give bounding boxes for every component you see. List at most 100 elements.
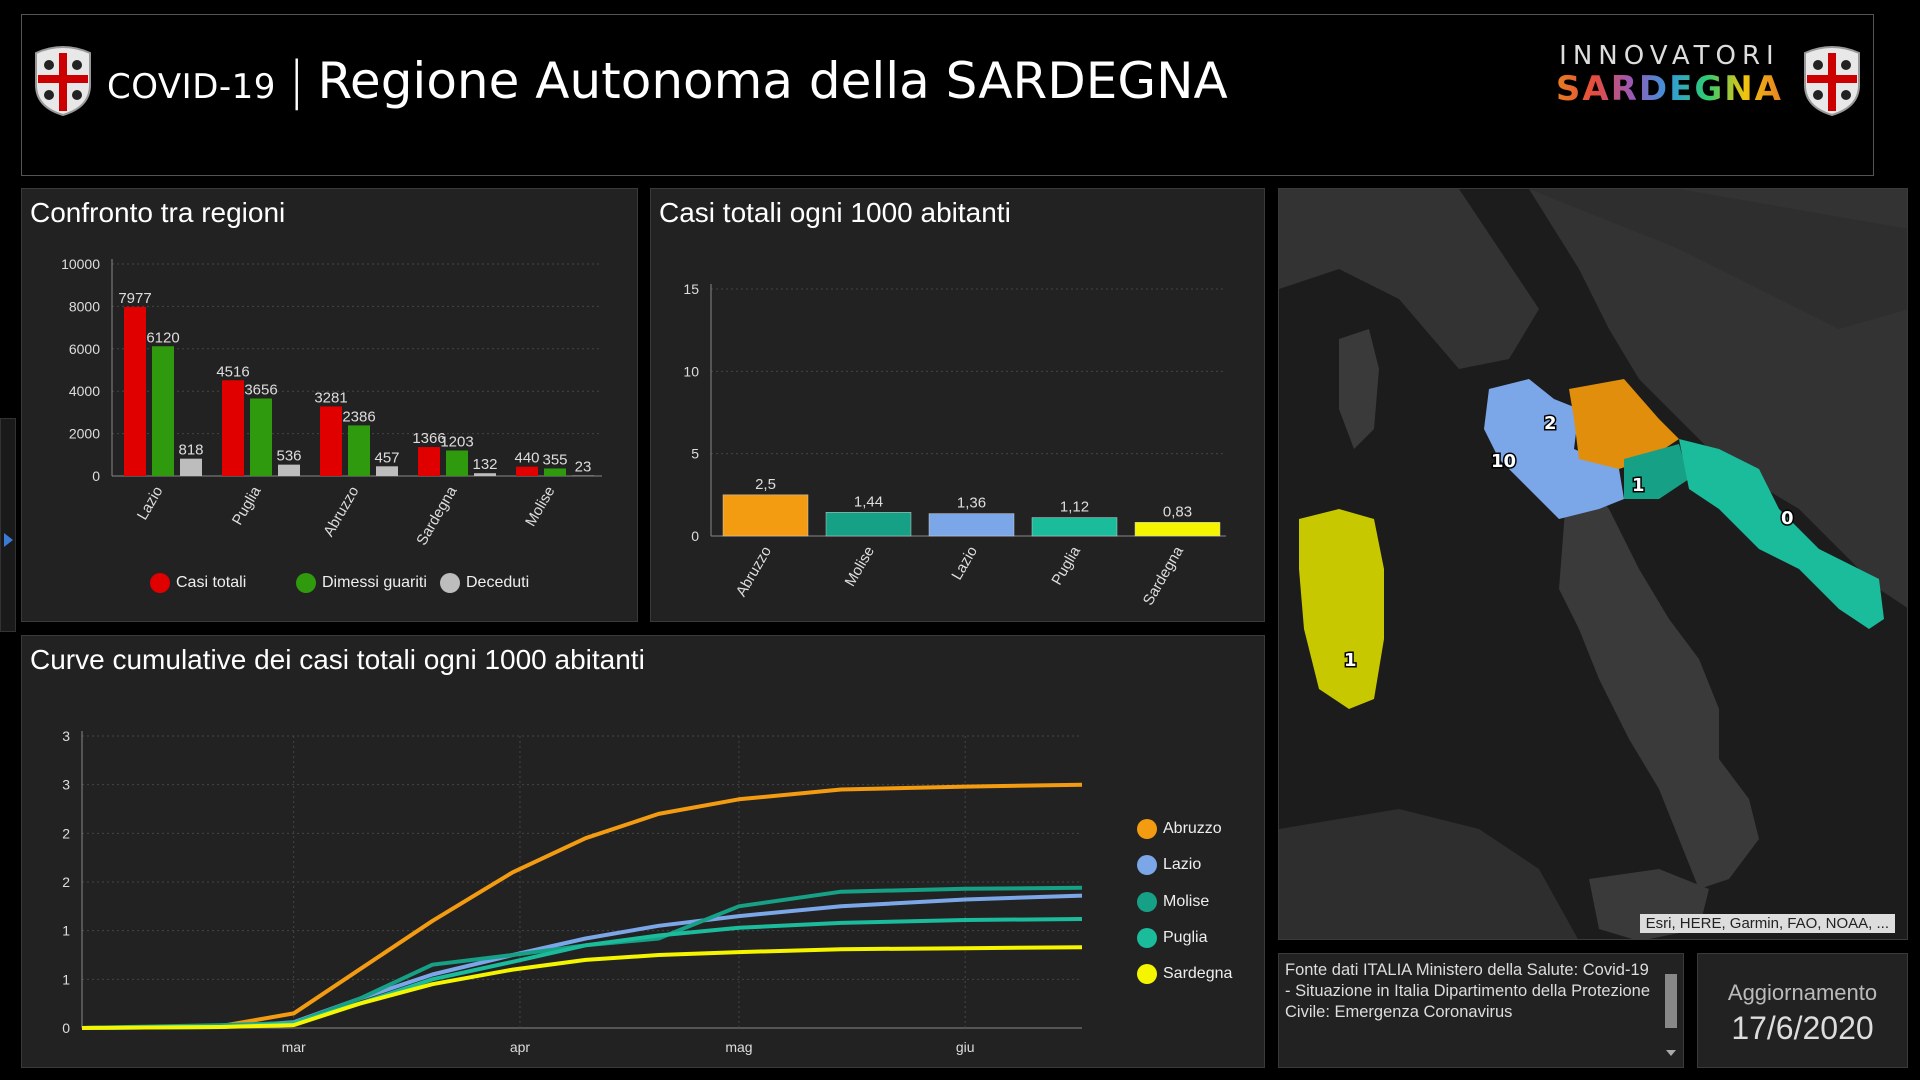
brand-line1: INNOVATORI (1559, 41, 1780, 71)
bar-deceduti (474, 473, 496, 476)
y-tick-label: 5 (691, 446, 699, 462)
bar-value-label: 2,5 (755, 476, 776, 493)
cumulative-curves-panel: Curve cumulative dei casi totali ogni 10… (21, 635, 1265, 1068)
y-tick-label: 15 (683, 281, 699, 297)
y-tick-label: 1 (62, 971, 70, 987)
legend-dot (150, 573, 170, 593)
bar-value-label: 0,83 (1163, 503, 1192, 520)
y-tick-label: 3 (62, 728, 70, 744)
bar-value-label: 2386 (342, 408, 375, 425)
series-line-molise (81, 885, 1083, 1030)
category-label: Sardegna (413, 483, 461, 548)
legend-label: Puglia (1163, 929, 1208, 946)
brand-line2-text: SARDEGNA (1555, 69, 1783, 109)
region-lazio[interactable] (1484, 379, 1624, 519)
legend-casi-totali[interactable]: Casi totali (150, 573, 246, 593)
italy-map[interactable]: 2 10 1 0 1 (1279, 189, 1908, 940)
title-separator: | (287, 51, 306, 111)
side-panel-toggle[interactable] (0, 418, 16, 632)
bar-casi-totali (124, 306, 146, 476)
x-tick-label: mar (282, 1039, 306, 1055)
source-text: Fonte dati ITALIA Ministero della Salute… (1285, 961, 1651, 1021)
bar-puglia (1031, 517, 1118, 537)
legend-dot (1137, 892, 1157, 912)
bar-value-label: 3281 (314, 389, 347, 406)
category-label: Puglia (1048, 543, 1084, 588)
map-view[interactable]: 2 10 1 0 1 Esri, HERE, Garmin, FAO, NOAA… (1278, 188, 1908, 940)
bar-value-label: 4516 (216, 363, 249, 380)
land-africa (1279, 809, 1578, 939)
bar-deceduti (180, 458, 202, 476)
bar-value-label: 536 (276, 448, 301, 465)
legend-label: Lazio (1163, 856, 1202, 873)
bar-value-label: 6120 (146, 329, 179, 346)
y-tick-label: 0 (92, 468, 100, 484)
region-abruzzo[interactable] (1569, 379, 1679, 469)
x-tick-label: mag (725, 1039, 752, 1055)
bar-sardegna (1134, 522, 1221, 537)
region-sardegna[interactable] (1299, 509, 1384, 709)
map-label-puglia: 0 (1781, 508, 1794, 529)
legend-lazio[interactable]: Lazio (1137, 855, 1201, 875)
map-label-abruzzo: 2 (1544, 413, 1557, 434)
brand-line2: SARDEGNA (1556, 69, 1783, 109)
land-northwest (1279, 189, 1539, 369)
legend-dot (296, 573, 316, 593)
bar-value-label: 457 (374, 449, 399, 466)
scrollbar-thumb[interactable] (1665, 974, 1677, 1028)
bar-dimessi-guariti (250, 398, 272, 476)
legend-dot (1137, 819, 1157, 839)
cases-per-1000-panel: Casi totali ogni 1000 abitanti 0 5 10 15 2,5… (650, 188, 1265, 622)
sardinia-crest-icon (35, 46, 91, 117)
y-tick-label: 8000 (69, 298, 100, 314)
per1000-panel-title: Casi totali ogni 1000 abitanti (659, 197, 1011, 228)
category-label: Abruzzo (320, 484, 362, 540)
legend-dimessi-guariti[interactable]: Dimessi guariti (296, 573, 427, 593)
bar-lazio (928, 513, 1015, 537)
source-scrollbar[interactable] (1663, 960, 1679, 1060)
innovatori-logo: INNOVATORI SARDEGNA (1556, 41, 1783, 109)
series-line-puglia (81, 917, 1083, 1030)
bar-value-label: 1366 (412, 430, 445, 447)
legend-puglia[interactable]: Puglia (1137, 928, 1207, 948)
bar-value-label: 1,36 (957, 495, 986, 512)
legend-abruzzo[interactable]: Abruzzo (1137, 819, 1222, 839)
map-label-molise: 1 (1632, 475, 1645, 496)
bar-dimessi-guariti (544, 468, 566, 476)
bar-value-label: 23 (575, 459, 592, 476)
series-line-abruzzo (81, 782, 1083, 1030)
expand-arrow-icon[interactable] (4, 533, 13, 547)
legend-molise[interactable]: Molise (1137, 892, 1209, 912)
page-title: COVID-19 | Regione Autonoma della SARDEG… (107, 51, 1228, 111)
bar-value-label: 440 (514, 450, 539, 467)
legend-label: Molise (1163, 893, 1210, 910)
regions-panel-title: Confronto tra regioni (30, 197, 286, 228)
region-puglia[interactable] (1679, 439, 1884, 629)
scroll-down-icon[interactable] (1666, 1050, 1676, 1056)
bar-casi-totali (222, 380, 244, 476)
sardinia-crest-icon-right (1804, 46, 1860, 117)
region-molise[interactable] (1624, 444, 1689, 499)
covid-label: COVID-19 (107, 67, 276, 107)
update-panel: Aggiornamento 17/6/2020 (1697, 953, 1908, 1068)
category-label: Abruzzo (733, 544, 775, 600)
bar-casi-totali (516, 466, 538, 476)
cumulative-line-chart: 0 1 1 2 2 3 3 mar apr mag giu (62, 728, 1083, 1055)
legend-sardegna[interactable]: Sardegna (1137, 964, 1232, 984)
legend-dot (440, 573, 460, 593)
category-label: Sardegna (1140, 543, 1188, 608)
y-tick-label: 10000 (61, 256, 100, 272)
category-label: Puglia (229, 483, 265, 528)
update-label: Aggiornamento (1727, 980, 1878, 1005)
y-tick-label: 2 (62, 825, 70, 841)
map-attribution[interactable]: Esri, HERE, Garmin, FAO, NOAA, ... (1639, 914, 1895, 933)
land-north (1279, 189, 1907, 608)
y-tick-label: 6000 (69, 341, 100, 357)
legend-dot (1137, 855, 1157, 875)
bar-value-label: 1,12 (1060, 499, 1089, 516)
legend-deceduti[interactable]: Deceduti (440, 573, 529, 593)
header-bar: COVID-19 | Regione Autonoma della SARDEG… (21, 14, 1874, 176)
y-tick-label: 2 (62, 874, 70, 890)
map-label-sardegna: 1 (1344, 650, 1357, 671)
regions-comparison-panel: Confronto tra regioni 0 2000 4000 6000 8000 1… (21, 188, 638, 622)
